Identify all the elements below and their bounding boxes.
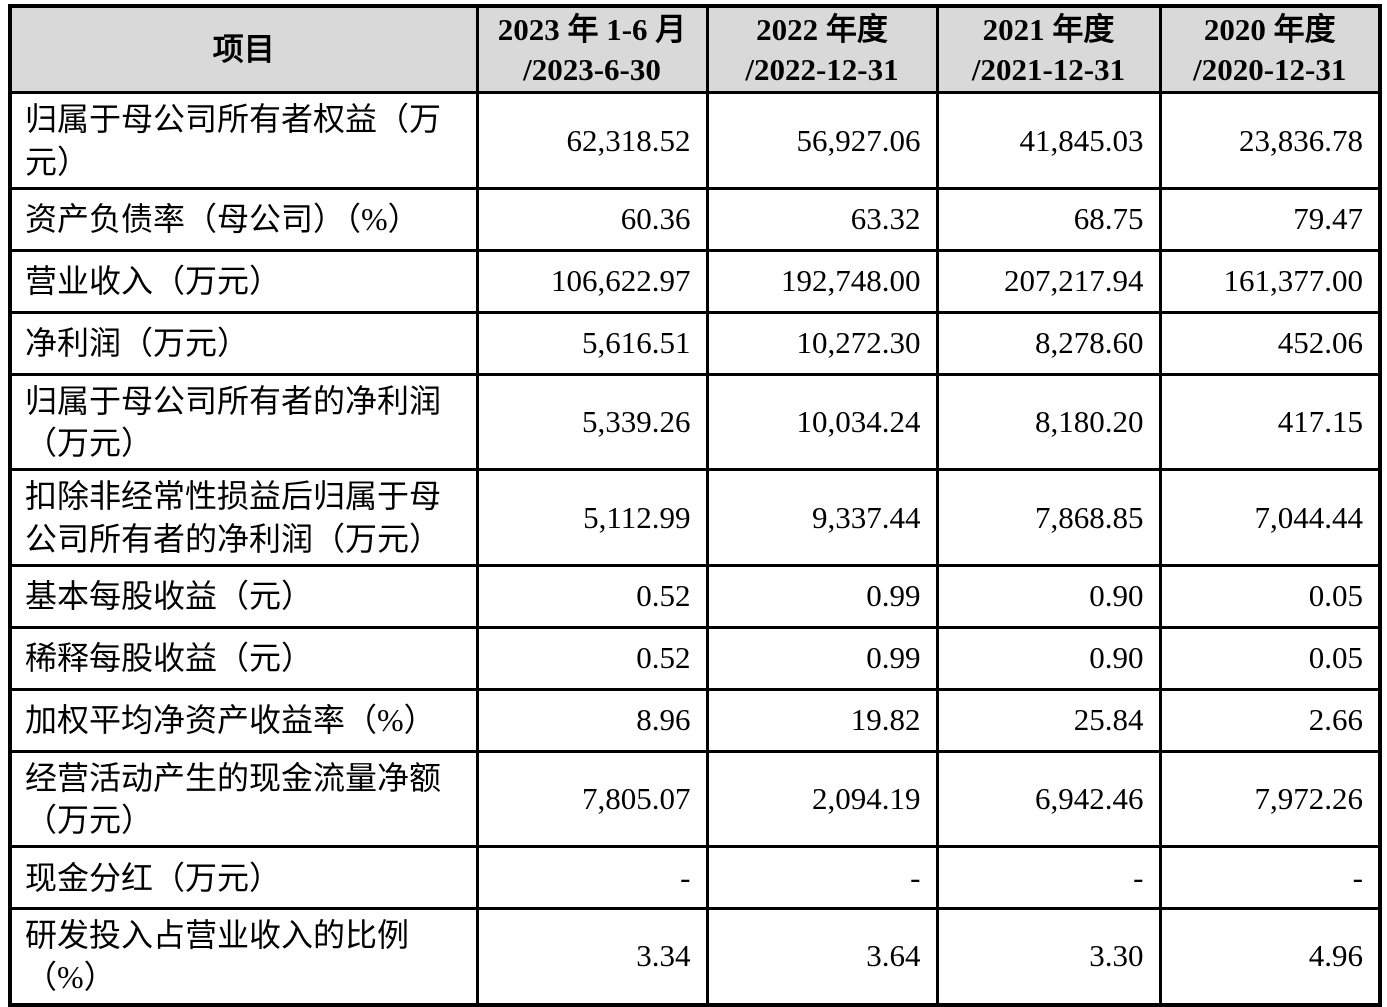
row-label: 资产负债率（母公司）（%） [8,186,479,252]
cell-value: 0.52 [475,563,709,629]
cell-value: 9,337.44 [705,468,939,567]
cell-value: 2,094.19 [705,749,939,849]
table-row-cash-dividend: 现金分红（万元） - - - - [8,845,1382,911]
row-label: 归属于母公司所有者权益（万元） [8,91,479,190]
cell-value: 0.52 [475,625,709,691]
cell-value: 63.32 [705,186,939,252]
period-label-line1: 2020 年度 [1203,12,1336,47]
cell-value: - [705,845,939,911]
table-row-deducted-net-profit: 扣除非经常性损益后归属于母公司所有者的净利润（万元） 5,112.99 9,33… [8,468,1382,567]
cell-value: 0.99 [705,625,939,691]
column-header-period-2021: 2021 年度 /2021-12-31 [935,4,1162,95]
period-label-line1: 2023 年 1-6 月 [497,12,687,47]
period-label-line2: /2022-12-31 [745,51,899,87]
cell-value: 417.15 [1158,372,1382,472]
row-label: 扣除非经常性损益后归属于母公司所有者的净利润（万元） [8,468,479,567]
table-row-parent-net-profit: 归属于母公司所有者的净利润（万元） 5,339.26 10,034.24 8,1… [8,372,1382,472]
table-row-diluted-eps: 稀释每股收益（元） 0.52 0.99 0.90 0.05 [8,625,1382,691]
cell-value: 8.96 [475,687,709,753]
cell-value: 19.82 [705,687,939,753]
cell-value: 3.30 [935,907,1162,1007]
cell-value: 5,112.99 [475,468,709,567]
cell-value: 25.84 [935,687,1162,753]
cell-value: 161,377.00 [1158,248,1382,314]
table-row-weighted-roe: 加权平均净资产收益率（%） 8.96 19.82 25.84 2.66 [8,687,1382,753]
row-label: 基本每股收益（元） [8,563,479,629]
table-row-parent-equity: 归属于母公司所有者权益（万元） 62,318.52 56,927.06 41,8… [8,91,1382,190]
cell-value: 8,180.20 [935,372,1162,472]
cell-value: 10,034.24 [705,372,939,472]
column-header-item-label: 项目 [212,31,275,67]
column-header-period-2023: 2023 年 1-6 月 /2023-6-30 [475,4,709,95]
cell-value: 6,942.46 [935,749,1162,849]
row-label: 加权平均净资产收益率（%） [8,687,479,753]
column-header-period-2022: 2022 年度 /2022-12-31 [705,4,939,95]
period-label-line2: /2021-12-31 [971,51,1126,87]
row-label: 归属于母公司所有者的净利润（万元） [8,372,479,472]
table-row-operating-cash-flow: 经营活动产生的现金流量净额（万元） 7,805.07 2,094.19 6,94… [8,749,1382,849]
cell-value: 2.66 [1158,687,1382,753]
cell-value: 60.36 [475,186,709,252]
cell-value: 56,927.06 [705,91,939,190]
cell-value: - [1158,845,1382,911]
period-label-line2: /2023-6-30 [523,51,661,87]
cell-value: 0.99 [705,563,939,629]
cell-value: 3.34 [475,907,709,1007]
row-label: 营业收入（万元） [8,248,479,314]
period-label-line1: 2022 年度 [756,12,888,47]
cell-value: 106,622.97 [475,248,709,314]
row-label: 研发投入占营业收入的比例（%） [8,907,479,1007]
table-row-basic-eps: 基本每股收益（元） 0.52 0.99 0.90 0.05 [8,563,1382,629]
period-label-line1: 2021 年度 [982,12,1115,47]
table-row-net-profit: 净利润（万元） 5,616.51 10,272.30 8,278.60 452.… [8,310,1382,376]
cell-value: 0.05 [1158,563,1382,629]
cell-value: 0.90 [935,563,1162,629]
cell-value: 62,318.52 [475,91,709,190]
cell-value: 5,616.51 [475,310,709,376]
cell-value: 0.90 [935,625,1162,691]
row-label: 稀释每股收益（元） [8,625,479,691]
cell-value: 10,272.30 [705,310,939,376]
row-label: 净利润（万元） [8,310,479,376]
cell-value: 7,044.44 [1158,468,1382,567]
row-label: 现金分红（万元） [8,845,479,911]
column-header-period-2020: 2020 年度 /2020-12-31 [1158,4,1382,95]
cell-value: 4.96 [1158,907,1382,1007]
cell-value: 68.75 [935,186,1162,252]
cell-value: 5,339.26 [475,372,709,472]
cell-value: 3.64 [705,907,939,1007]
row-label: 经营活动产生的现金流量净额（万元） [8,749,479,849]
cell-value: 41,845.03 [935,91,1162,190]
table-row-rd-ratio: 研发投入占营业收入的比例（%） 3.34 3.64 3.30 4.96 [8,907,1382,1007]
cell-value: - [935,845,1162,911]
cell-value: - [475,845,709,911]
header-row: 项目 2023 年 1-6 月 /2023-6-30 2022 年度 /2022… [8,4,1382,95]
cell-value: 79.47 [1158,186,1382,252]
cell-value: 23,836.78 [1158,91,1382,190]
cell-value: 0.05 [1158,625,1382,691]
cell-value: 192,748.00 [705,248,939,314]
cell-value: 7,972.26 [1158,749,1382,849]
cell-value: 8,278.60 [935,310,1162,376]
period-label-line2: /2020-12-31 [1193,51,1347,87]
table-row-revenue: 营业收入（万元） 106,622.97 192,748.00 207,217.9… [8,248,1382,314]
column-header-item: 项目 [8,4,479,95]
cell-value: 7,868.85 [935,468,1162,567]
cell-value: 207,217.94 [935,248,1162,314]
cell-value: 7,805.07 [475,749,709,849]
financial-summary-table: 项目 2023 年 1-6 月 /2023-6-30 2022 年度 /2022… [8,4,1382,1007]
table-row-debt-ratio: 资产负债率（母公司）（%） 60.36 63.32 68.75 79.47 [8,186,1382,252]
cell-value: 452.06 [1158,310,1382,376]
